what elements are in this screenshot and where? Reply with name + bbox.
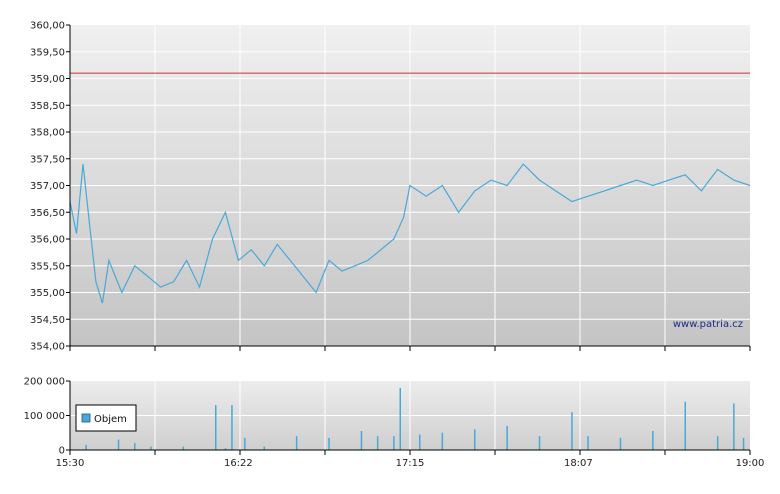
price-x-ticks <box>69 346 751 351</box>
volume-grid <box>70 381 750 450</box>
volume-bar <box>393 436 395 450</box>
price-y-tick-label: 359,50 <box>30 47 65 58</box>
volume-bars <box>85 387 745 451</box>
legend-swatch <box>81 413 91 423</box>
volume-bar <box>231 405 233 450</box>
volume-y-tick-label: 100 000 <box>24 411 65 422</box>
price-y-tick-label: 355,00 <box>30 288 65 299</box>
volume-bar <box>619 437 622 450</box>
volume-bar <box>360 431 363 450</box>
price-y-tick-label: 354,00 <box>30 342 65 353</box>
watermark: www.patria.cz <box>673 319 743 330</box>
volume-bar <box>263 446 265 450</box>
volume-y-tick-label: 200 000 <box>24 377 65 388</box>
volume-bar <box>716 436 719 450</box>
volume-y-tick-label: 0 <box>59 446 65 457</box>
x-tick-label: 19:00 <box>736 458 765 469</box>
price-y-tick-label: 357,00 <box>30 181 65 192</box>
x-tick-label: 15:30 <box>56 458 85 469</box>
volume-bar <box>733 403 735 450</box>
price-y-tick-label: 358,00 <box>30 128 65 139</box>
x-tick-label: 17:15 <box>396 458 425 469</box>
volume-bar <box>134 443 136 450</box>
volume-bar <box>684 401 686 450</box>
volume-bar <box>652 431 654 450</box>
volume-bar <box>538 436 541 450</box>
volume-bar <box>441 432 444 451</box>
volume-bar <box>506 425 508 450</box>
volume-x-ticks: 15:30 16:22 17:15 18:07 19:00 <box>56 450 765 469</box>
volume-legend: Objem <box>75 404 137 432</box>
price-y-ticks: 360,00 359,50 359,00 358,50 358,00 357,50 357,… <box>30 21 70 353</box>
volume-bar <box>182 446 185 450</box>
volume-bar <box>215 405 217 450</box>
price-y-tick-label: 358,50 <box>30 101 65 112</box>
price-line <box>69 163 751 304</box>
price-y-tick-label: 356,00 <box>30 235 65 246</box>
volume-bar <box>587 436 589 450</box>
x-tick-label: 16:22 <box>224 458 253 469</box>
volume-bar <box>419 434 421 450</box>
volume-bar <box>399 387 401 450</box>
volume-bar <box>85 444 87 450</box>
price-y-tick-label: 359,00 <box>30 74 65 85</box>
volume-bar <box>150 446 152 450</box>
price-y-tick-label: 355,50 <box>30 261 65 272</box>
volume-bar <box>328 437 330 450</box>
volume-bar <box>376 436 379 450</box>
volume-bar <box>117 439 120 450</box>
volume-bar <box>571 412 573 450</box>
volume-bar <box>474 429 476 450</box>
volume-bar <box>224 448 227 450</box>
price-y-tick-label: 357,50 <box>30 154 65 165</box>
legend-label-objem: Objem <box>94 414 127 425</box>
volume-y-ticks: 200 000 100 000 0 <box>24 377 70 457</box>
price-y-tick-label: 356,50 <box>30 208 65 219</box>
price-y-tick-label: 360,00 <box>30 21 65 32</box>
volume-bar <box>742 437 745 450</box>
volume-bar <box>244 437 246 450</box>
price-y-tick-label: 354,50 <box>30 315 65 326</box>
volume-bar <box>295 436 298 450</box>
x-tick-label: 18:07 <box>564 458 593 469</box>
